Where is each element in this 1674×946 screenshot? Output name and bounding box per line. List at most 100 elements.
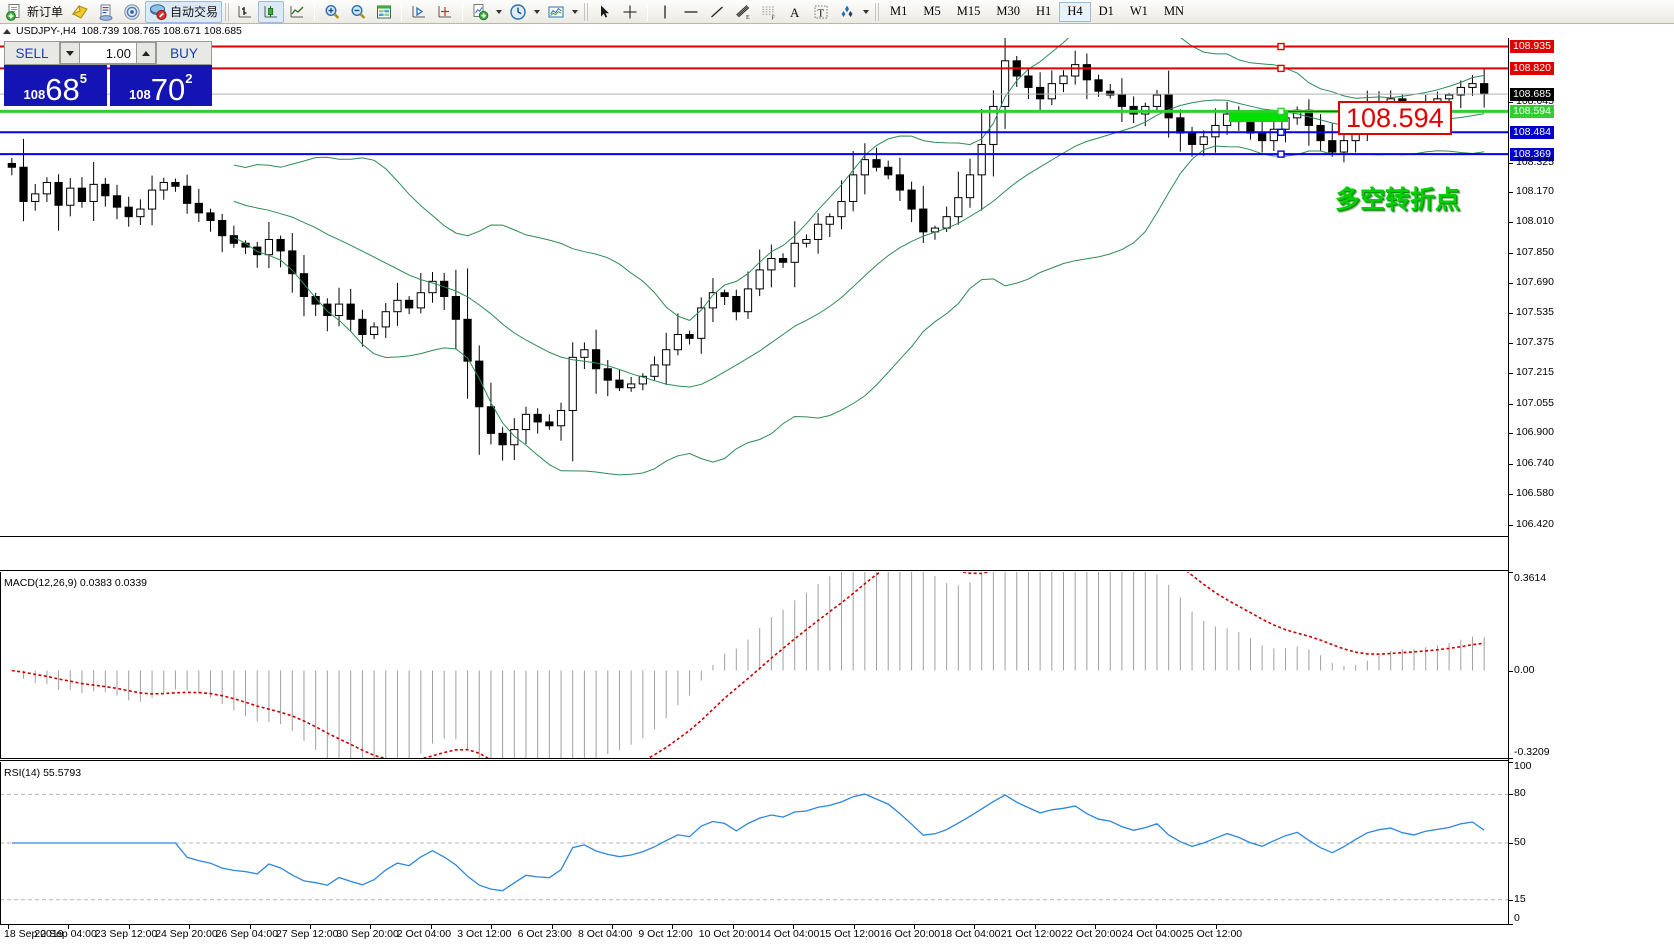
autotrade-button[interactable]: 自动交易 xyxy=(145,0,223,23)
new-order-icon xyxy=(6,3,24,21)
candlestick-chart-button[interactable] xyxy=(258,0,285,23)
timeframe-m30[interactable]: M30 xyxy=(996,4,1021,18)
tile-windows-icon xyxy=(375,3,393,21)
period-dropdown-caret[interactable] xyxy=(534,9,541,14)
volume-increase-button[interactable] xyxy=(136,42,156,64)
fibo-icon: F xyxy=(760,3,778,21)
fibo-button[interactable]: F xyxy=(756,1,782,23)
macd-tick-label: -0.3209 xyxy=(1514,746,1550,758)
price-tick xyxy=(1509,343,1513,345)
buy-price-button[interactable]: 108 70 2 xyxy=(109,65,212,106)
templates-button[interactable] xyxy=(543,1,569,23)
time-tick-label: 2 Oct 04:00 xyxy=(396,928,452,940)
trendline-button[interactable] xyxy=(704,1,730,23)
cursor-button[interactable] xyxy=(591,1,617,23)
macd-tick xyxy=(1509,670,1513,672)
timeframe-mn[interactable]: MN xyxy=(1163,4,1185,18)
chart-ohlc-label: 108.739 108.765 108.671 108.685 xyxy=(81,25,242,37)
volume-decrease-button[interactable] xyxy=(60,42,80,64)
price-tick-label: 106.420 xyxy=(1516,517,1554,530)
text-button[interactable]: A xyxy=(782,1,808,23)
toolbar-grip[interactable] xyxy=(875,2,880,21)
time-tick-label: 23 Sep 12:00 xyxy=(94,928,158,940)
price-tick-label: 108.645 xyxy=(1516,94,1554,107)
time-tick xyxy=(491,925,493,929)
vline-button[interactable] xyxy=(652,1,678,23)
new-order-button[interactable]: 新订单 xyxy=(2,1,67,23)
timeframe-m1[interactable]: M1 xyxy=(890,4,908,18)
price-callout-label[interactable]: 108.594 xyxy=(1338,101,1452,135)
rsi-tick xyxy=(1509,843,1513,844)
time-tick-label: 14 Oct 04:00 xyxy=(759,928,820,940)
sell-fraction: 5 xyxy=(79,71,87,86)
autotrade-icon xyxy=(149,3,167,21)
svg-text:E: E xyxy=(746,15,750,21)
objects-dropdown-caret[interactable] xyxy=(863,9,870,14)
signals-button[interactable] xyxy=(119,1,145,23)
chinese-annotation-note[interactable]: 多空转折点 xyxy=(1335,185,1461,214)
period-button[interactable] xyxy=(505,1,531,23)
zoom-out-button[interactable] xyxy=(345,1,371,23)
label-button[interactable]: T xyxy=(808,1,834,23)
rsi-tick xyxy=(1509,899,1513,901)
time-tick-label: 24 Sep 20:00 xyxy=(155,928,218,940)
line-chart-button[interactable] xyxy=(284,1,310,23)
timeframe-h4[interactable]: H4 xyxy=(1059,1,1091,22)
objects-button[interactable] xyxy=(834,1,860,23)
timeframe-m15[interactable]: M15 xyxy=(956,4,981,18)
price-tick xyxy=(1509,524,1513,526)
metaeditor-button[interactable] xyxy=(67,1,93,23)
price-tick-label: 106.900 xyxy=(1516,426,1554,439)
time-tick xyxy=(128,925,130,929)
sell-label[interactable]: SELL xyxy=(4,41,60,65)
hline-icon xyxy=(682,3,700,21)
indicators-button[interactable] xyxy=(467,1,493,23)
indicators-dropdown-caret[interactable] xyxy=(496,9,503,14)
price-tick-label: 107.215 xyxy=(1516,366,1554,379)
templates-dropdown-caret[interactable] xyxy=(572,9,579,14)
sell-price-button[interactable]: 108 68 5 xyxy=(4,65,107,106)
macd-tick xyxy=(1509,758,1513,759)
toolbar-grip[interactable] xyxy=(225,2,230,21)
tile-windows-button[interactable] xyxy=(371,1,397,23)
rsi-tick-label: 50 xyxy=(1514,836,1526,848)
zoom-in-icon xyxy=(323,3,341,21)
time-tick-label: 15 Oct 12:00 xyxy=(819,928,880,940)
price-tick xyxy=(1509,283,1513,285)
bar-chart-button[interactable] xyxy=(232,1,258,23)
price-tick xyxy=(1509,463,1513,465)
rsi-tick-label: 0 xyxy=(1514,912,1520,924)
data-center-button[interactable] xyxy=(93,1,119,23)
trendline-icon xyxy=(708,3,726,21)
oct-price-row: 108 68 5 108 70 2 xyxy=(4,65,212,106)
time-tick xyxy=(310,925,311,929)
toolbar-grip[interactable] xyxy=(584,2,589,21)
equidistant-channel-button[interactable]: E xyxy=(730,1,756,23)
rsi-line xyxy=(11,793,1485,892)
time-tick-label: 22 Oct 20:00 xyxy=(1061,928,1122,940)
oct-top-row: SELL 1.00 BUY xyxy=(4,41,212,65)
timeframe-h1[interactable]: H1 xyxy=(1036,4,1052,18)
zoom-in-button[interactable] xyxy=(319,1,345,23)
buy-label[interactable]: BUY xyxy=(156,41,212,65)
chart-collapse-icon[interactable] xyxy=(3,28,11,34)
timeframe-d1[interactable]: D1 xyxy=(1098,4,1114,18)
autoscroll-button[interactable] xyxy=(432,1,458,23)
candlestick-chart-icon xyxy=(262,3,280,21)
time-tick xyxy=(1216,925,1217,929)
price-tick xyxy=(1509,494,1513,496)
price-tick xyxy=(1509,433,1513,435)
rsi-tick xyxy=(1509,794,1513,796)
price-tick-label: 108.170 xyxy=(1516,184,1554,197)
timeframe-m5[interactable]: M5 xyxy=(923,4,941,18)
macd-tick-label: 0.00 xyxy=(1514,663,1535,676)
volume-input[interactable]: 1.00 xyxy=(80,42,136,64)
crosshair-button[interactable] xyxy=(617,1,643,23)
hline-button[interactable] xyxy=(678,1,704,23)
time-tick xyxy=(793,925,795,929)
svg-text:F: F xyxy=(772,15,776,21)
chevron-up-icon xyxy=(142,50,150,56)
timeframe-w1[interactable]: W1 xyxy=(1129,4,1148,18)
shift-end-button[interactable] xyxy=(406,1,432,23)
equidistant-channel-icon: E xyxy=(734,3,752,21)
